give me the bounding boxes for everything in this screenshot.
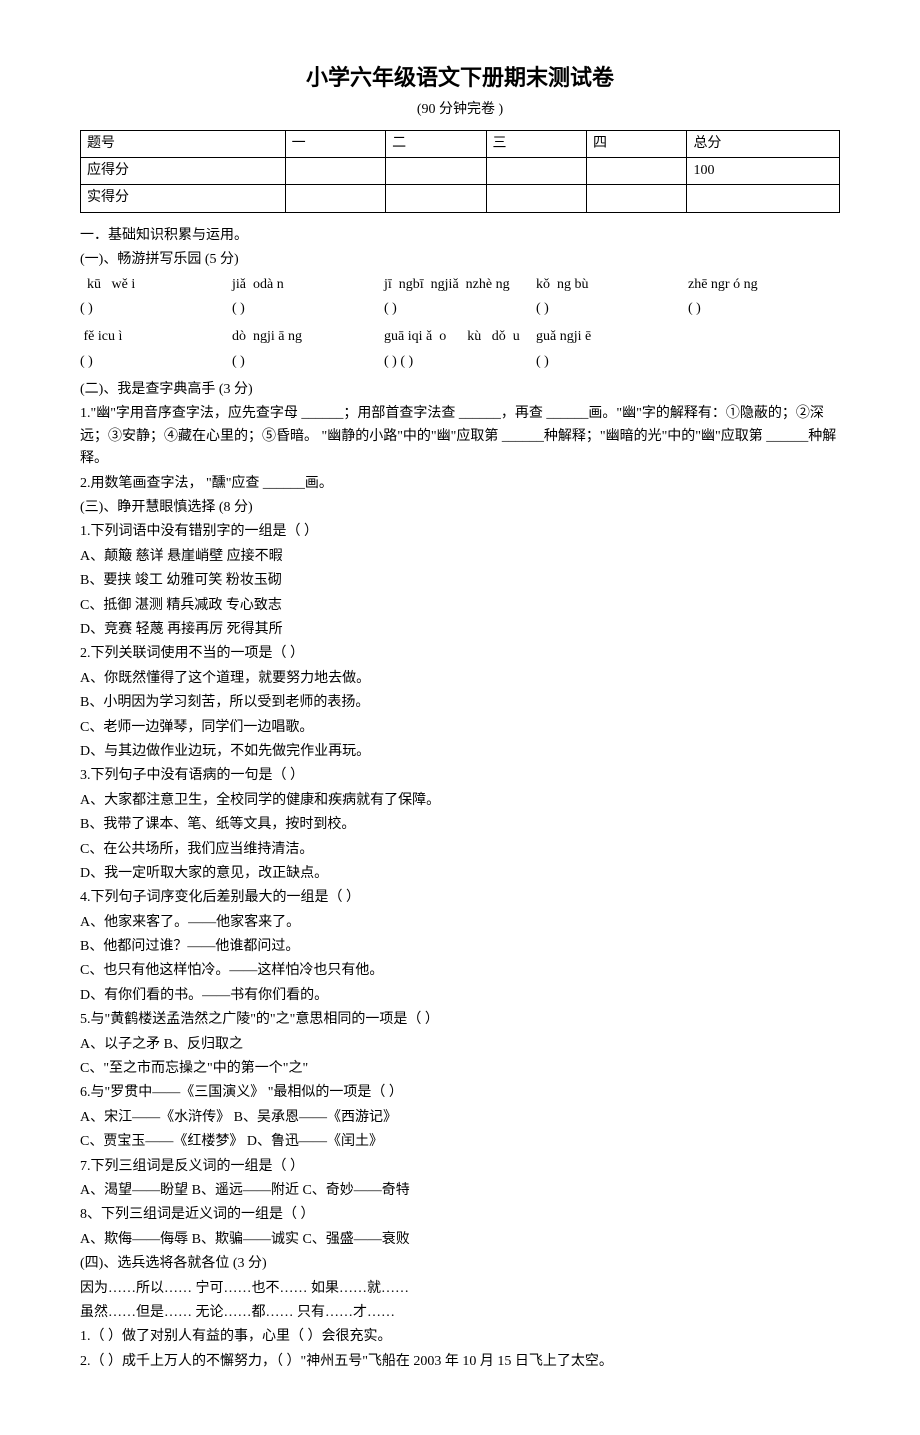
option: A、欺侮——侮辱 B、欺骗——诚实 C、强盛——衰败	[80, 1229, 840, 1251]
table-row: 实得分	[81, 185, 840, 212]
cell: 总分	[687, 130, 840, 157]
question: 8、下列三组词是近义词的一组是（ ）	[80, 1204, 840, 1226]
exam-subtitle: (90 分钟完卷 )	[80, 99, 840, 121]
cell	[285, 157, 385, 184]
option: A、颠簸 慈详 悬崖峭壁 应接不暇	[80, 546, 840, 568]
option: B、我带了课本、笔、纸等文具，按时到校。	[80, 814, 840, 836]
conjunction-line: 虽然……但是…… 无论……都…… 只有……才……	[80, 1302, 840, 1324]
blank-row: ( ) ( ) ( ) ( ) ( )	[80, 298, 840, 320]
option: A、渴望——盼望 B、遥远——附近 C、奇妙——奇特	[80, 1180, 840, 1202]
question: 1.（ ）做了对别人有益的事，心里（ ）会很充实。	[80, 1326, 840, 1348]
option: C、在公共场所，我们应当维持清洁。	[80, 839, 840, 861]
question: 6.与"罗贯中——《三国演义》 "最相似的一项是（ ）	[80, 1082, 840, 1104]
pinyin: zhē ngr ó ng	[688, 274, 840, 296]
question: 7.下列三组词是反义词的一组是（ ）	[80, 1156, 840, 1178]
pinyin	[688, 326, 840, 348]
cell: 三	[486, 130, 586, 157]
pinyin-row: fě icu ì dò ngji ā ng guā iqi ǎ o kù dǒ …	[80, 326, 840, 348]
subsection-title: (四)、选兵选将各就各位 (3 分)	[80, 1253, 840, 1275]
option: C、"至之市而忘操之"中的第一个"之"	[80, 1058, 840, 1080]
blank: ( )	[536, 351, 688, 373]
option: D、竞赛 轻蔑 再接再厉 死得其所	[80, 619, 840, 641]
option: A、大家都注意卫生，全校同学的健康和疾病就有了保障。	[80, 790, 840, 812]
question: 1.下列词语中没有错别字的一组是（ ）	[80, 521, 840, 543]
question: 1."幽"字用音序查字法，应先查字母 ______；用部首查字法查 ______…	[80, 403, 840, 470]
cell: 一	[285, 130, 385, 157]
option: B、要挟 竣工 幼雅可笑 粉妆玉砌	[80, 570, 840, 592]
option: A、宋江——《水浒传》 B、吴承恩——《西游记》	[80, 1107, 840, 1129]
question: 5.与"黄鹤楼送孟浩然之广陵"的"之"意思相同的一项是（ ）	[80, 1009, 840, 1031]
score-table: 题号 一 二 三 四 总分 应得分 100 实得分	[80, 130, 840, 213]
pinyin-row: kū wě i jiǎ odà n jī ngbī ngjiǎ nzhè ng …	[80, 274, 840, 296]
pinyin: guǎ ngji ē	[536, 326, 688, 348]
cell: 四	[586, 130, 686, 157]
blank: ( )	[80, 298, 232, 320]
option: C、贾宝玉——《红楼梦》 D、鲁迅——《闰土》	[80, 1131, 840, 1153]
question: 4.下列句子词序变化后差别最大的一组是（ ）	[80, 887, 840, 909]
cell	[586, 157, 686, 184]
blank: ( )	[384, 298, 536, 320]
option: A、你既然懂得了这个道理，就要努力地去做。	[80, 668, 840, 690]
cell: 实得分	[81, 185, 286, 212]
cell	[586, 185, 686, 212]
cell	[687, 185, 840, 212]
cell: 应得分	[81, 157, 286, 184]
cell: 题号	[81, 130, 286, 157]
option: A、以子之矛 B、反归取之	[80, 1034, 840, 1056]
option: C、抵御 湛测 精兵减政 专心致志	[80, 595, 840, 617]
question: 2.（ ）成千上万人的不懈努力，（ ）"神州五号"飞船在 2003 年 10 月…	[80, 1351, 840, 1373]
pinyin: kū wě i	[80, 274, 232, 296]
question: 2.下列关联词使用不当的一项是（ ）	[80, 643, 840, 665]
pinyin: jī ngbī ngjiǎ nzhè ng	[384, 274, 536, 296]
cell	[386, 157, 486, 184]
blank: ( )	[80, 351, 232, 373]
table-row: 应得分 100	[81, 157, 840, 184]
cell	[386, 185, 486, 212]
question: 2.用数笔画查字法， "醺"应查 ______画。	[80, 473, 840, 495]
cell	[486, 185, 586, 212]
pinyin: jiǎ odà n	[232, 274, 384, 296]
subsection-title: (三)、睁开慧眼慎选择 (8 分)	[80, 497, 840, 519]
exam-title: 小学六年级语文下册期末测试卷	[80, 60, 840, 95]
question: 3.下列句子中没有语病的一句是（ ）	[80, 765, 840, 787]
table-row: 题号 一 二 三 四 总分	[81, 130, 840, 157]
blank: ( )	[232, 351, 384, 373]
cell	[486, 157, 586, 184]
option: A、他家来客了。——他家客来了。	[80, 912, 840, 934]
pinyin: dò ngji ā ng	[232, 326, 384, 348]
cell: 二	[386, 130, 486, 157]
option: C、也只有他这样怕冷。——这样怕冷也只有他。	[80, 960, 840, 982]
option: D、我一定听取大家的意见，改正缺点。	[80, 863, 840, 885]
option: D、有你们看的书。——书有你们看的。	[80, 985, 840, 1007]
conjunction-line: 因为……所以…… 宁可……也不…… 如果……就……	[80, 1278, 840, 1300]
blank: ( ) ( )	[384, 351, 536, 373]
option: B、小明因为学习刻苦，所以受到老师的表扬。	[80, 692, 840, 714]
subsection-title: (一)、畅游拼写乐园 (5 分)	[80, 249, 840, 271]
pinyin: guā iqi ǎ o kù dǒ u	[384, 326, 536, 348]
section-heading: 一．基础知识积累与运用。	[80, 225, 840, 247]
blank: ( )	[536, 298, 688, 320]
pinyin: kǒ ng bù	[536, 274, 688, 296]
cell: 100	[687, 157, 840, 184]
subsection-title: (二)、我是查字典高手 (3 分)	[80, 379, 840, 401]
blank-row: ( ) ( ) ( ) ( ) ( )	[80, 351, 840, 373]
option: C、老师一边弹琴，同学们一边唱歌。	[80, 717, 840, 739]
cell	[285, 185, 385, 212]
option: B、他都问过谁？——他谁都问过。	[80, 936, 840, 958]
blank	[688, 351, 840, 373]
blank: ( )	[232, 298, 384, 320]
option: D、与其边做作业边玩，不如先做完作业再玩。	[80, 741, 840, 763]
pinyin: fě icu ì	[80, 326, 232, 348]
blank: ( )	[688, 298, 840, 320]
